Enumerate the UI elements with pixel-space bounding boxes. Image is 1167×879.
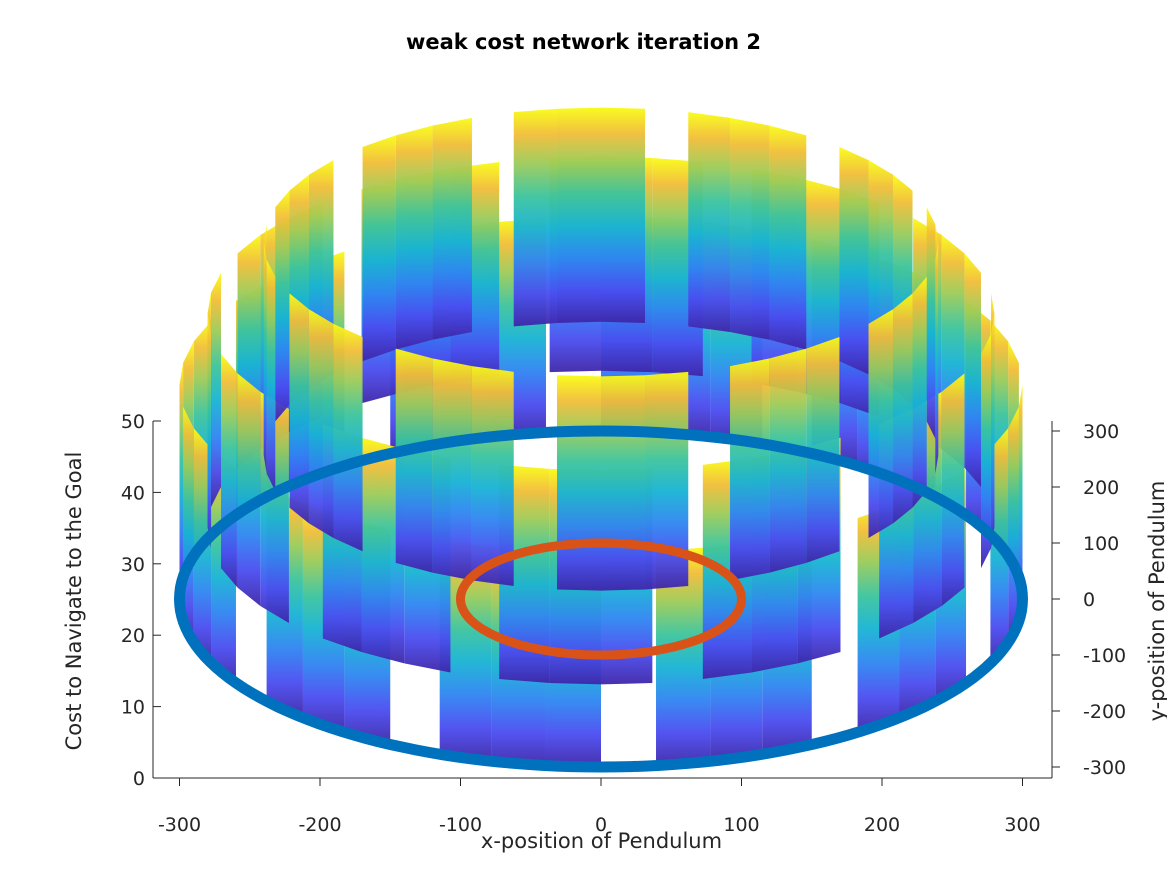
surface-patch: [432, 358, 472, 581]
z-tick-label: 10: [121, 697, 145, 719]
y-tick-label: -300: [1083, 757, 1126, 779]
surface-patch: [207, 313, 211, 549]
surface-patch: [645, 371, 689, 590]
y-tick-label: 100: [1083, 533, 1119, 555]
surface-patch: [556, 107, 601, 323]
y-tick-label: 300: [1083, 421, 1119, 443]
surface-patch: [395, 125, 433, 350]
ring-series: [173, 425, 1029, 773]
surface-patch: [839, 146, 869, 375]
surface-patch: [395, 348, 433, 573]
x-tick-label: 0: [595, 814, 607, 836]
surface-patch: [912, 276, 927, 508]
surface-patch: [601, 375, 646, 591]
surface-patch: [926, 207, 936, 439]
surface-patch: [513, 108, 557, 327]
surface-band-3: [263, 107, 939, 591]
chart-title: weak cost network iteration 2: [405, 30, 762, 54]
surface-patch: [471, 366, 514, 587]
surface-patch: [806, 337, 840, 563]
surface-patch: [289, 293, 309, 524]
surface-patch: [935, 242, 939, 474]
surface-patch: [730, 358, 770, 581]
surface-patch: [210, 272, 222, 508]
surface-patch: [601, 107, 646, 323]
z-tick-label: 0: [133, 768, 145, 790]
surface-patch: [362, 135, 396, 362]
ring-series-1: [173, 425, 1029, 773]
surface-patch: [179, 362, 184, 599]
x-axis-label: x-position of Pendulum: [480, 829, 723, 853]
surface-patch: [893, 293, 913, 524]
surface-patch: [991, 313, 995, 549]
z-tick-label: 20: [121, 625, 145, 647]
y-tick-label: 0: [1083, 589, 1095, 611]
x-tick-label: -300: [158, 814, 201, 836]
x-tick-label: -200: [298, 814, 341, 836]
surface-patch: [980, 333, 992, 569]
surface-patch: [868, 309, 894, 539]
x-tick-label: -100: [439, 814, 482, 836]
surface-patch: [941, 373, 965, 606]
surface-patch: [221, 353, 238, 588]
surface-patch: [308, 309, 334, 539]
surface-patch: [769, 125, 807, 350]
surface-patch: [333, 323, 363, 552]
surface-patch: [730, 117, 770, 340]
surface-patch: [361, 437, 405, 664]
y-tick-label: 200: [1083, 477, 1119, 499]
z-axis-label: Cost to Navigate to the Goal: [62, 451, 86, 751]
surface-patch: [656, 547, 711, 766]
surface-patch: [556, 375, 601, 591]
ring-series-2: [455, 538, 747, 660]
surface-patch: [1018, 384, 1023, 621]
surface-patch: [964, 253, 981, 488]
surface-patch: [769, 348, 807, 573]
y-axis-label: y-position of Pendulum: [1145, 480, 1167, 722]
surface-patch: [432, 117, 472, 340]
z-tick-label: 50: [121, 411, 145, 433]
surface-bands: [179, 107, 1023, 767]
surface-patch: [237, 373, 261, 606]
surface-patch: [439, 540, 492, 762]
z-tick-label: 40: [121, 482, 145, 504]
x-tick-label: 100: [723, 814, 759, 836]
surface-patch: [688, 112, 731, 333]
surface-patch: [263, 242, 267, 474]
surface-patch: [266, 259, 276, 491]
z-tick-label: 30: [121, 554, 145, 576]
x-tick-label: 200: [864, 814, 900, 836]
x-tick-label: 300: [1004, 814, 1040, 836]
y-tick-label: -100: [1083, 645, 1126, 667]
surface-patch: [275, 190, 290, 422]
y-tick-label: -200: [1083, 701, 1126, 723]
